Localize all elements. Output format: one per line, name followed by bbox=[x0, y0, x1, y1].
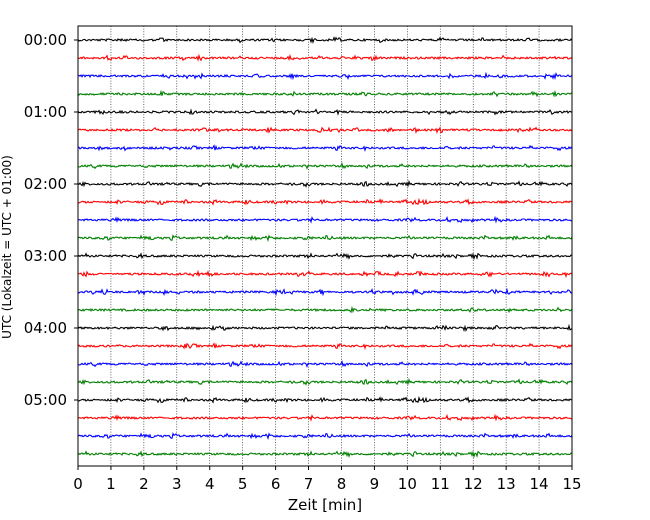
seismic-trace bbox=[77, 450, 573, 459]
seismic-trace bbox=[77, 252, 573, 261]
seismic-trace bbox=[77, 144, 573, 152]
y-axis-label: UTC (Lokalzeit = UTC + 01:00) bbox=[0, 155, 14, 339]
seismic-trace bbox=[77, 36, 573, 45]
seismic-traces bbox=[77, 36, 573, 459]
seismic-trace bbox=[77, 197, 573, 206]
vertical-grid-lines bbox=[110, 26, 540, 466]
x-tick-label: 14 bbox=[530, 475, 549, 493]
x-tick-label: 0 bbox=[73, 475, 83, 493]
seismic-trace bbox=[77, 287, 573, 297]
plot-frame bbox=[77, 25, 573, 467]
x-tick-label: 2 bbox=[139, 475, 149, 493]
y-tick-label: 03:00 bbox=[24, 247, 67, 265]
seismic-trace bbox=[77, 377, 573, 386]
seismic-trace bbox=[77, 432, 573, 440]
x-tick-label: 15 bbox=[562, 475, 581, 493]
x-tick-label: 10 bbox=[398, 475, 417, 493]
x-axis-label: Zeit [min] bbox=[288, 496, 362, 514]
x-axis-ticks: 0 1 2 3 4 5 6 7 8 9 10 11 12 13 14 15 bbox=[73, 466, 582, 493]
seismic-trace bbox=[77, 305, 573, 314]
seismic-trace bbox=[77, 162, 573, 170]
seismic-trace bbox=[77, 179, 573, 188]
y-tick-label: 02:00 bbox=[24, 175, 67, 193]
seismic-trace bbox=[77, 53, 573, 62]
x-tick-label: 13 bbox=[497, 475, 516, 493]
x-tick-label: 3 bbox=[172, 475, 182, 493]
seismic-trace bbox=[77, 413, 573, 422]
seismic-trace bbox=[77, 269, 573, 279]
seismic-trace bbox=[77, 323, 573, 333]
x-tick-label: 8 bbox=[337, 475, 347, 493]
seismic-trace bbox=[77, 360, 573, 368]
x-tick-label: 4 bbox=[205, 475, 215, 493]
x-tick-label: 9 bbox=[370, 475, 380, 493]
y-tick-label: 04:00 bbox=[24, 319, 67, 337]
y-tick-label: 05:00 bbox=[24, 391, 67, 409]
y-tick-label: 01:00 bbox=[24, 103, 67, 121]
x-tick-label: 6 bbox=[271, 475, 281, 493]
x-tick-label: 11 bbox=[431, 475, 450, 493]
y-axis-ticks: 00:00 01:00 02:00 03:00 04:00 05:00 bbox=[24, 31, 78, 409]
x-tick-label: 1 bbox=[106, 475, 116, 493]
seismic-trace bbox=[77, 71, 573, 81]
seismic-trace bbox=[77, 126, 573, 135]
x-tick-label: 5 bbox=[238, 475, 248, 493]
x-tick-label: 12 bbox=[464, 475, 483, 493]
seismic-trace bbox=[77, 215, 573, 224]
x-tick-label: 7 bbox=[304, 475, 314, 493]
seismic-trace bbox=[77, 395, 573, 404]
seismic-trace bbox=[77, 234, 573, 242]
seismic-trace bbox=[77, 89, 573, 98]
seismic-trace bbox=[77, 342, 573, 350]
y-tick-label: 00:00 bbox=[24, 31, 67, 49]
seismic-trace bbox=[77, 108, 573, 116]
